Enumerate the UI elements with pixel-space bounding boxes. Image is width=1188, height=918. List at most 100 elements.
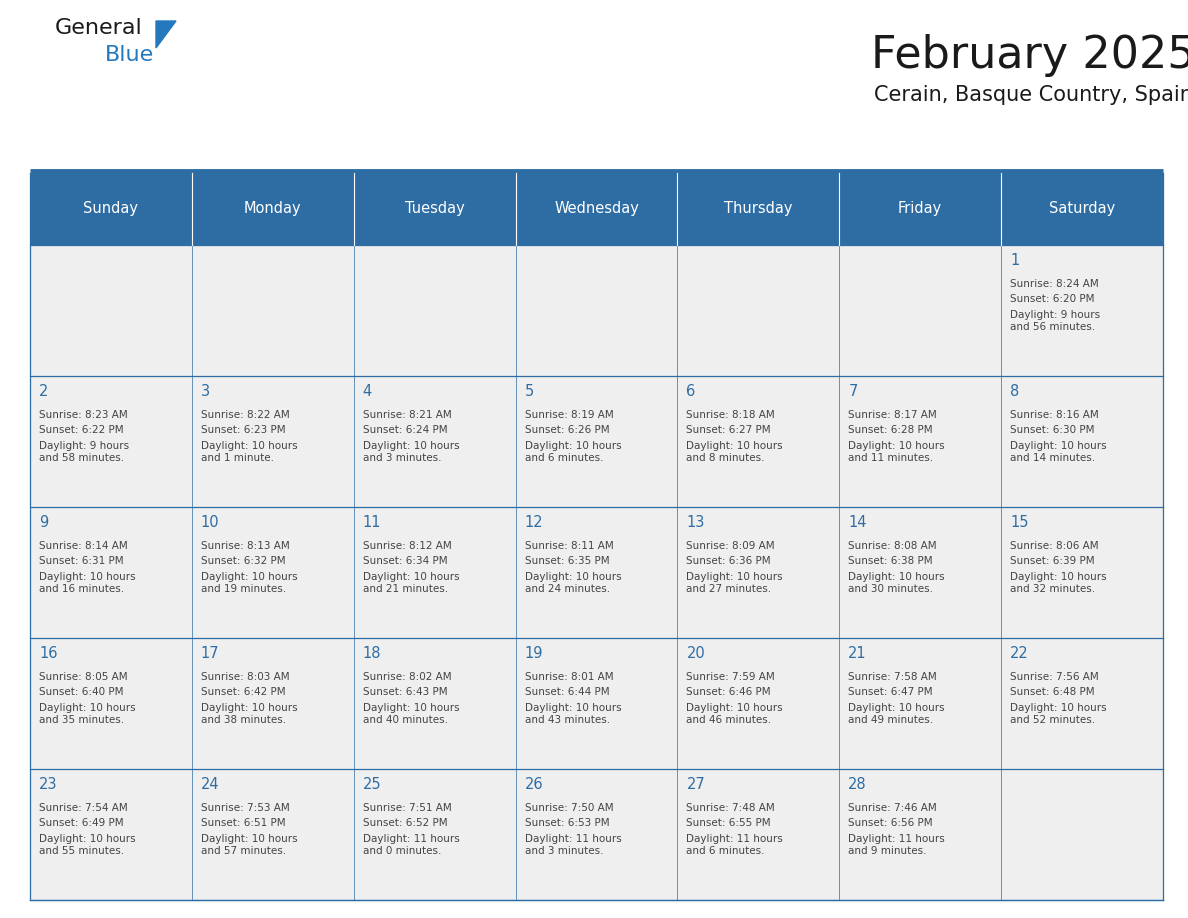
Text: Sunset: 6:24 PM: Sunset: 6:24 PM [362,425,448,435]
Bar [677,507,839,638]
Bar [30,173,191,245]
Text: Daylight: 10 hours
and 55 minutes.: Daylight: 10 hours and 55 minutes. [39,834,135,856]
Text: Sunrise: 8:03 AM: Sunrise: 8:03 AM [201,672,290,682]
Text: Sunset: 6:46 PM: Sunset: 6:46 PM [687,688,771,698]
Text: Sunrise: 8:21 AM: Sunrise: 8:21 AM [362,409,451,420]
Text: Sunset: 6:35 PM: Sunset: 6:35 PM [525,556,609,566]
Text: Daylight: 10 hours
and 27 minutes.: Daylight: 10 hours and 27 minutes. [687,572,783,594]
Bar [354,173,516,245]
Text: Daylight: 10 hours
and 30 minutes.: Daylight: 10 hours and 30 minutes. [848,572,944,594]
Text: Daylight: 10 hours
and 46 minutes.: Daylight: 10 hours and 46 minutes. [687,703,783,725]
Text: Sunset: 6:27 PM: Sunset: 6:27 PM [687,425,771,435]
Text: 10: 10 [201,515,220,530]
Bar [1001,245,1163,375]
Bar [516,245,677,375]
Text: 11: 11 [362,515,381,530]
Text: Sunrise: 8:01 AM: Sunrise: 8:01 AM [525,672,613,682]
Text: Sunrise: 7:58 AM: Sunrise: 7:58 AM [848,672,937,682]
Bar [354,507,516,638]
Bar [30,375,191,507]
Text: Sunrise: 8:19 AM: Sunrise: 8:19 AM [525,409,613,420]
Text: Sunset: 6:49 PM: Sunset: 6:49 PM [39,819,124,828]
Text: 24: 24 [201,777,220,792]
Text: Sunrise: 7:48 AM: Sunrise: 7:48 AM [687,803,776,813]
Bar [30,245,191,375]
Text: 19: 19 [525,646,543,661]
Bar [191,769,354,900]
Text: 21: 21 [848,646,867,661]
Text: Sunset: 6:28 PM: Sunset: 6:28 PM [848,425,933,435]
Text: Sunrise: 8:11 AM: Sunrise: 8:11 AM [525,541,613,551]
Text: 22: 22 [1010,646,1029,661]
Text: Cerain, Basque Country, Spain: Cerain, Basque Country, Spain [874,85,1188,105]
Text: 23: 23 [39,777,57,792]
Text: Sunrise: 8:22 AM: Sunrise: 8:22 AM [201,409,290,420]
Text: 8: 8 [1010,384,1019,398]
Text: Sunrise: 8:08 AM: Sunrise: 8:08 AM [848,541,937,551]
Text: Daylight: 10 hours
and 16 minutes.: Daylight: 10 hours and 16 minutes. [39,572,135,594]
Text: Sunset: 6:39 PM: Sunset: 6:39 PM [1010,556,1095,566]
Text: Daylight: 10 hours
and 32 minutes.: Daylight: 10 hours and 32 minutes. [1010,572,1107,594]
Bar [677,769,839,900]
Text: Daylight: 10 hours
and 3 minutes.: Daylight: 10 hours and 3 minutes. [362,441,460,464]
Text: Sunset: 6:23 PM: Sunset: 6:23 PM [201,425,285,435]
Text: Sunset: 6:31 PM: Sunset: 6:31 PM [39,556,124,566]
Text: Daylight: 10 hours
and 1 minute.: Daylight: 10 hours and 1 minute. [201,441,297,464]
Text: Sunset: 6:56 PM: Sunset: 6:56 PM [848,819,933,828]
Bar [354,638,516,769]
Text: Sunset: 6:40 PM: Sunset: 6:40 PM [39,688,124,698]
Text: Daylight: 10 hours
and 35 minutes.: Daylight: 10 hours and 35 minutes. [39,703,135,725]
Bar [516,173,677,245]
Text: Daylight: 10 hours
and 21 minutes.: Daylight: 10 hours and 21 minutes. [362,572,460,594]
Text: Daylight: 10 hours
and 57 minutes.: Daylight: 10 hours and 57 minutes. [201,834,297,856]
Text: Daylight: 11 hours
and 6 minutes.: Daylight: 11 hours and 6 minutes. [687,834,783,856]
Text: Sunrise: 8:18 AM: Sunrise: 8:18 AM [687,409,776,420]
Text: Sunrise: 8:14 AM: Sunrise: 8:14 AM [39,541,128,551]
Text: Sunset: 6:20 PM: Sunset: 6:20 PM [1010,295,1094,305]
Text: Sunrise: 8:05 AM: Sunrise: 8:05 AM [39,672,127,682]
Bar [839,173,1001,245]
Bar [677,638,839,769]
Text: 26: 26 [525,777,543,792]
Bar [1001,375,1163,507]
Text: Sunrise: 8:09 AM: Sunrise: 8:09 AM [687,541,775,551]
Polygon shape [156,21,176,48]
Text: General: General [55,18,143,38]
Bar [839,769,1001,900]
Text: Sunday: Sunday [83,201,139,217]
Text: Sunset: 6:42 PM: Sunset: 6:42 PM [201,688,285,698]
Text: Daylight: 11 hours
and 0 minutes.: Daylight: 11 hours and 0 minutes. [362,834,460,856]
Text: 12: 12 [525,515,543,530]
Bar [30,507,191,638]
Text: Sunrise: 8:24 AM: Sunrise: 8:24 AM [1010,279,1099,289]
Bar [30,769,191,900]
Text: February 2025: February 2025 [871,33,1188,76]
Text: Sunrise: 8:16 AM: Sunrise: 8:16 AM [1010,409,1099,420]
Text: Wednesday: Wednesday [554,201,639,217]
Text: Sunset: 6:55 PM: Sunset: 6:55 PM [687,819,771,828]
Text: Sunset: 6:26 PM: Sunset: 6:26 PM [525,425,609,435]
Text: Sunrise: 8:13 AM: Sunrise: 8:13 AM [201,541,290,551]
Text: Sunset: 6:53 PM: Sunset: 6:53 PM [525,819,609,828]
Text: Sunrise: 7:51 AM: Sunrise: 7:51 AM [362,803,451,813]
Bar [191,173,354,245]
Text: 15: 15 [1010,515,1029,530]
Bar [516,507,677,638]
Text: Sunset: 6:43 PM: Sunset: 6:43 PM [362,688,448,698]
Text: Thursday: Thursday [725,201,792,217]
Text: Blue: Blue [105,45,154,65]
Bar [1001,173,1163,245]
Text: Sunrise: 8:06 AM: Sunrise: 8:06 AM [1010,541,1099,551]
Text: Monday: Monday [244,201,302,217]
Bar [354,769,516,900]
Bar [677,173,839,245]
Bar [839,375,1001,507]
Text: Sunrise: 8:17 AM: Sunrise: 8:17 AM [848,409,937,420]
Text: Daylight: 10 hours
and 49 minutes.: Daylight: 10 hours and 49 minutes. [848,703,944,725]
Text: Daylight: 11 hours
and 3 minutes.: Daylight: 11 hours and 3 minutes. [525,834,621,856]
Text: 7: 7 [848,384,858,398]
Bar [30,638,191,769]
Text: 16: 16 [39,646,57,661]
Text: Daylight: 10 hours
and 43 minutes.: Daylight: 10 hours and 43 minutes. [525,703,621,725]
Text: Daylight: 10 hours
and 24 minutes.: Daylight: 10 hours and 24 minutes. [525,572,621,594]
